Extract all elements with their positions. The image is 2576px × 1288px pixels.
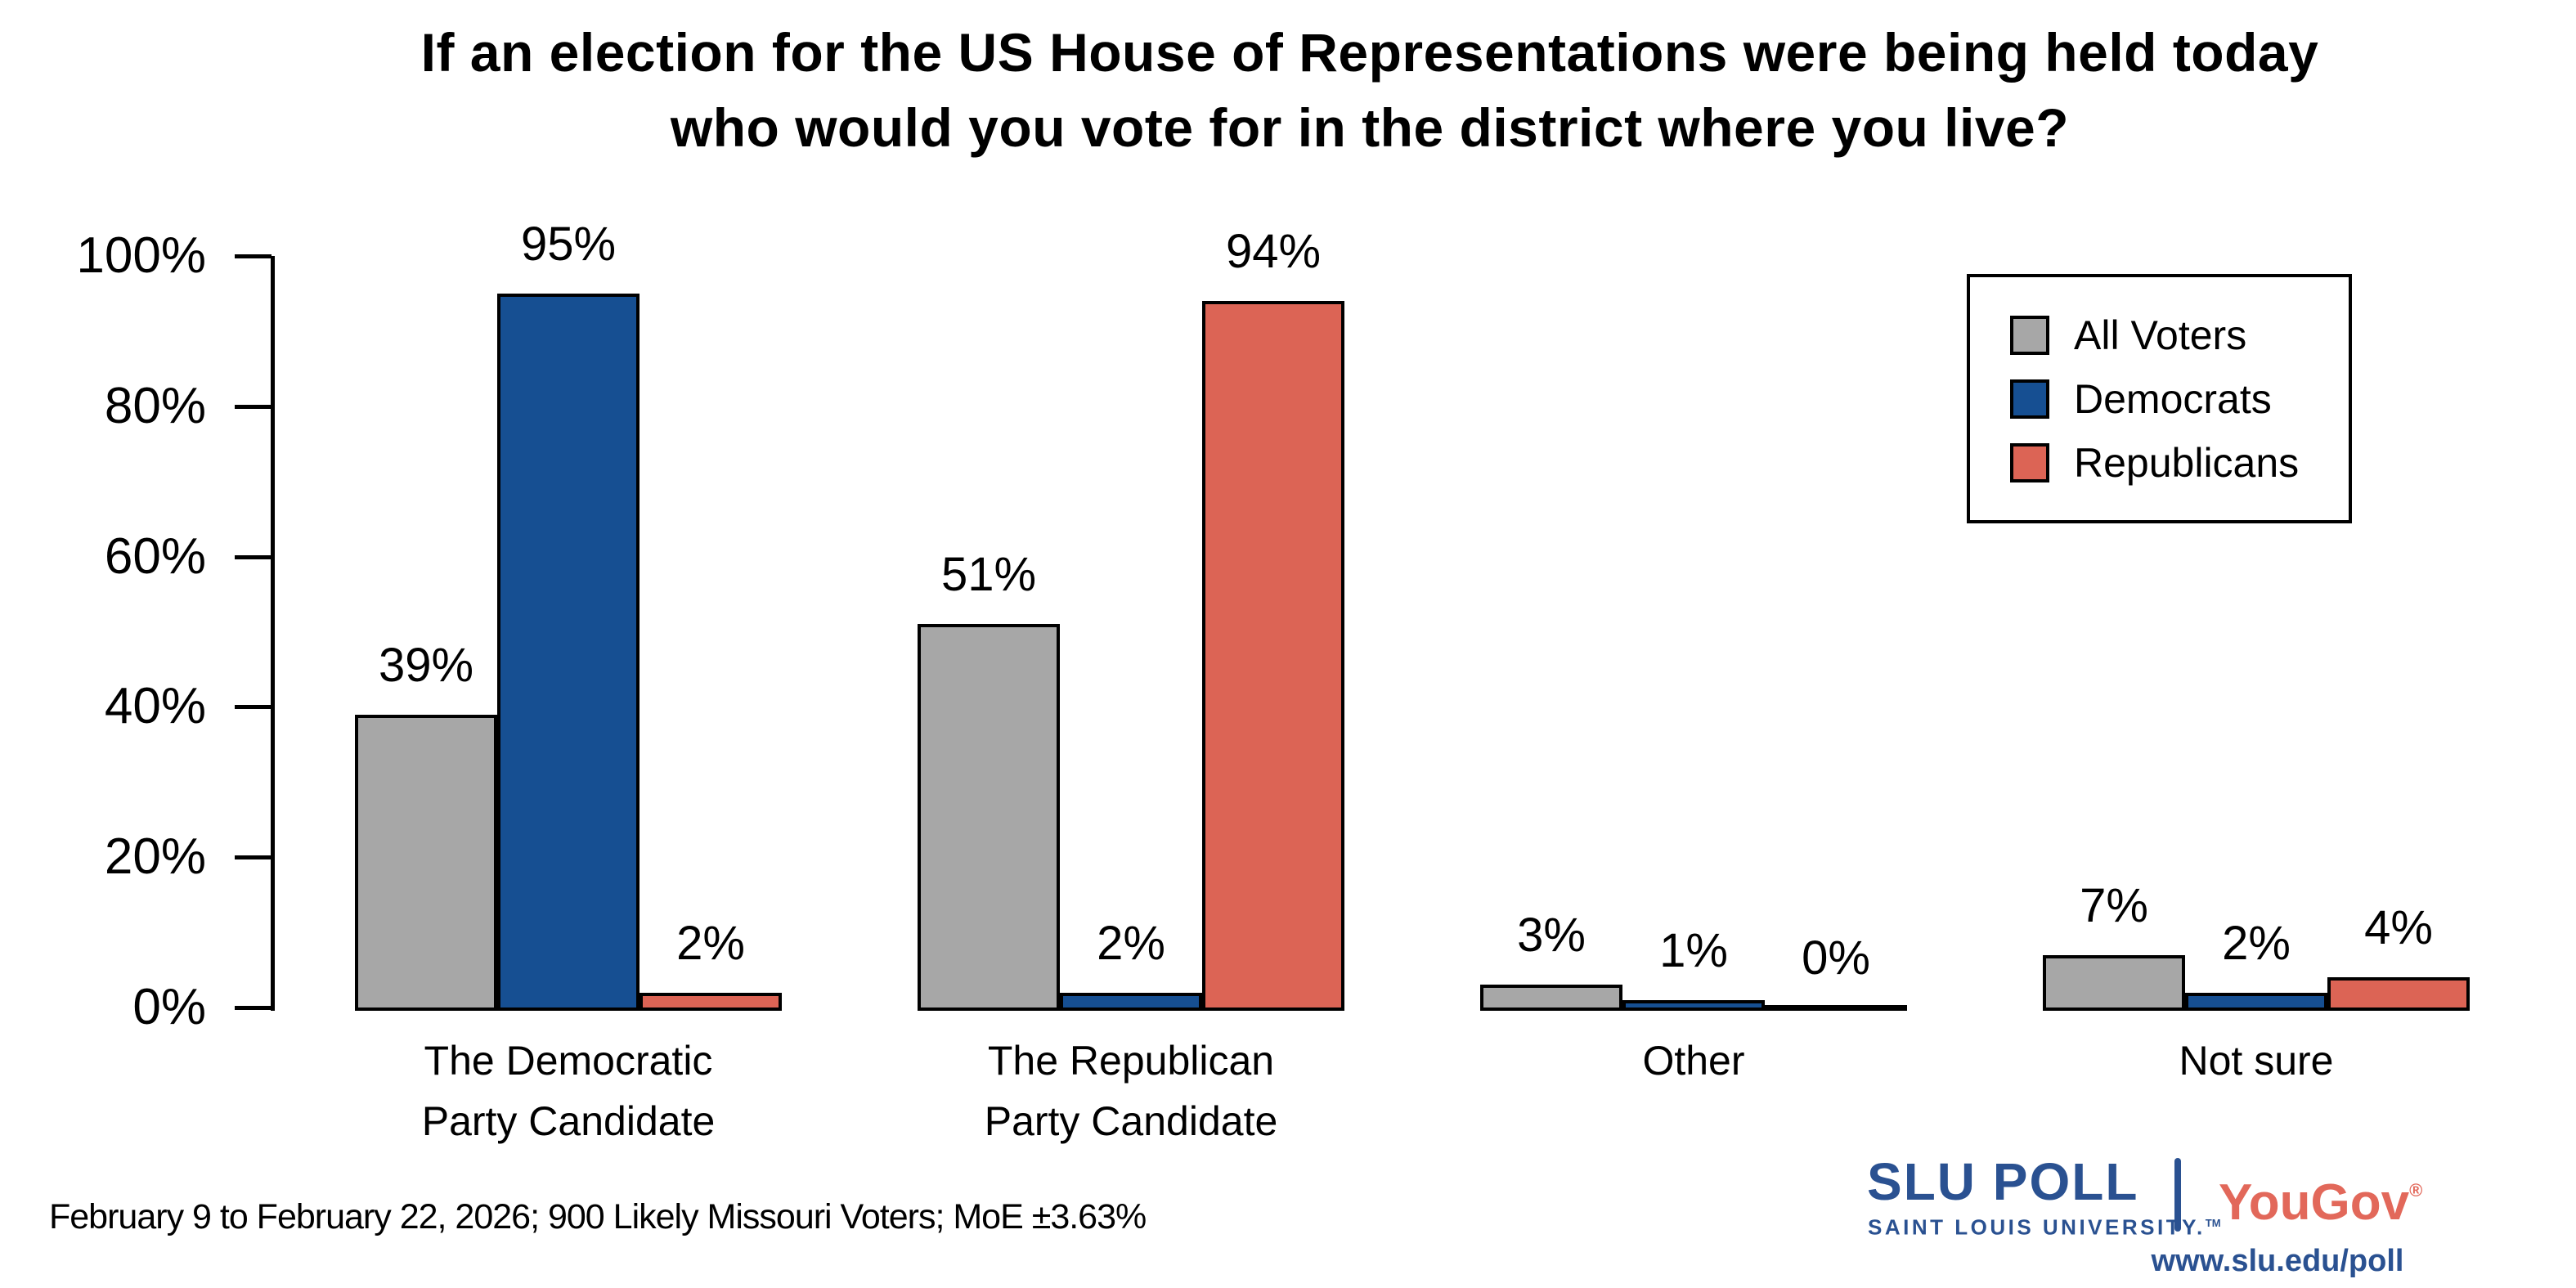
- bar-value-label: 94%: [1225, 225, 1322, 278]
- y-axis-tick: [235, 705, 272, 709]
- legend: All Voters Democrats Republicans: [1967, 274, 2352, 523]
- legend-item-democrats: Democrats: [2010, 378, 2349, 420]
- category-label: The Democratic: [424, 1038, 713, 1084]
- slu-subtitle: SAINT LOUIS UNIVERSITY.TM: [1868, 1214, 2221, 1240]
- bar-democrats: [2185, 993, 2327, 1011]
- registered-symbol: ®: [2409, 1180, 2423, 1200]
- bar-democrats: [497, 294, 640, 1011]
- slu-logo-text: SLU: [1867, 1152, 1977, 1211]
- legend-item-republicans: Republicans: [2010, 442, 2349, 484]
- slu-poll-logo: SLU POLL: [1867, 1155, 2138, 1209]
- y-axis-line: [271, 256, 275, 1011]
- category-label: Party Candidate: [984, 1098, 1278, 1144]
- bar-republicans: [2327, 977, 2470, 1011]
- category-label: Party Candidate: [421, 1098, 716, 1144]
- bar-all-voters: [1480, 985, 1622, 1011]
- legend-label: Democrats: [2074, 375, 2272, 422]
- legend-swatch-democrats-icon: [2010, 379, 2049, 419]
- bar-value-label: 2%: [676, 917, 745, 970]
- survey-note: February 9 to February 22, 2026; 900 Lik…: [49, 1197, 1147, 1236]
- chart-title-line1: If an election for the US House of Repre…: [420, 22, 2319, 83]
- bar-value-label: 4%: [2364, 901, 2433, 954]
- y-axis-tick: [235, 855, 272, 859]
- slu-poll-url: www.slu.edu/poll: [2151, 1244, 2404, 1278]
- bar-all-voters: [918, 624, 1060, 1011]
- y-axis-tick-label: 0%: [132, 979, 206, 1035]
- chart-title-line2: who would you vote for in the district w…: [670, 97, 2070, 158]
- bar-democrats: [1622, 1000, 1765, 1011]
- y-axis-tick-label: 20%: [104, 828, 206, 885]
- bar-value-label: 39%: [378, 639, 474, 692]
- legend-item-all-voters: All Voters: [2010, 314, 2349, 357]
- y-axis-tick: [235, 1006, 272, 1010]
- bar-value-label: 3%: [1517, 909, 1586, 962]
- y-axis-tick: [235, 254, 272, 258]
- bar-value-label: 95%: [520, 218, 617, 271]
- bar-value-label: 0%: [1802, 931, 1870, 985]
- category-label: Not sure: [2179, 1038, 2334, 1084]
- bar-value-label: 1%: [1659, 924, 1728, 977]
- bar-value-label: 2%: [2222, 917, 2291, 970]
- y-axis-tick-label: 40%: [104, 678, 206, 734]
- y-axis-tick-label: 60%: [104, 528, 206, 585]
- legend-label: Republicans: [2074, 439, 2300, 486]
- bar-all-voters: [2043, 955, 2185, 1011]
- legend-swatch-all-voters-icon: [2010, 315, 2049, 355]
- yougov-logo: YouGov®: [2219, 1174, 2423, 1231]
- y-axis-tick: [235, 405, 272, 409]
- bar-value-label: 7%: [2080, 879, 2148, 932]
- y-axis-tick-label: 80%: [104, 378, 206, 434]
- brand-divider: [2174, 1158, 2181, 1232]
- y-axis-tick: [235, 555, 272, 559]
- poll-logo-text: POLL: [1992, 1152, 2139, 1211]
- y-axis-tick-label: 100%: [76, 227, 206, 284]
- legend-label: All Voters: [2074, 312, 2247, 358]
- bar-republicans: [1202, 301, 1344, 1011]
- chart-title: If an election for the US House of Repre…: [164, 15, 2576, 165]
- legend-swatch-republicans-icon: [2010, 442, 2049, 482]
- bar-all-voters: [355, 715, 497, 1011]
- bar-democrats: [1060, 993, 1202, 1011]
- bar-republicans: [640, 993, 782, 1011]
- bar-value-label: 51%: [940, 548, 1037, 601]
- category-label: Other: [1642, 1038, 1745, 1084]
- trademark-symbol: TM: [2205, 1217, 2221, 1229]
- bar-value-label: 2%: [1097, 917, 1165, 970]
- category-label: The Republican: [987, 1038, 1275, 1084]
